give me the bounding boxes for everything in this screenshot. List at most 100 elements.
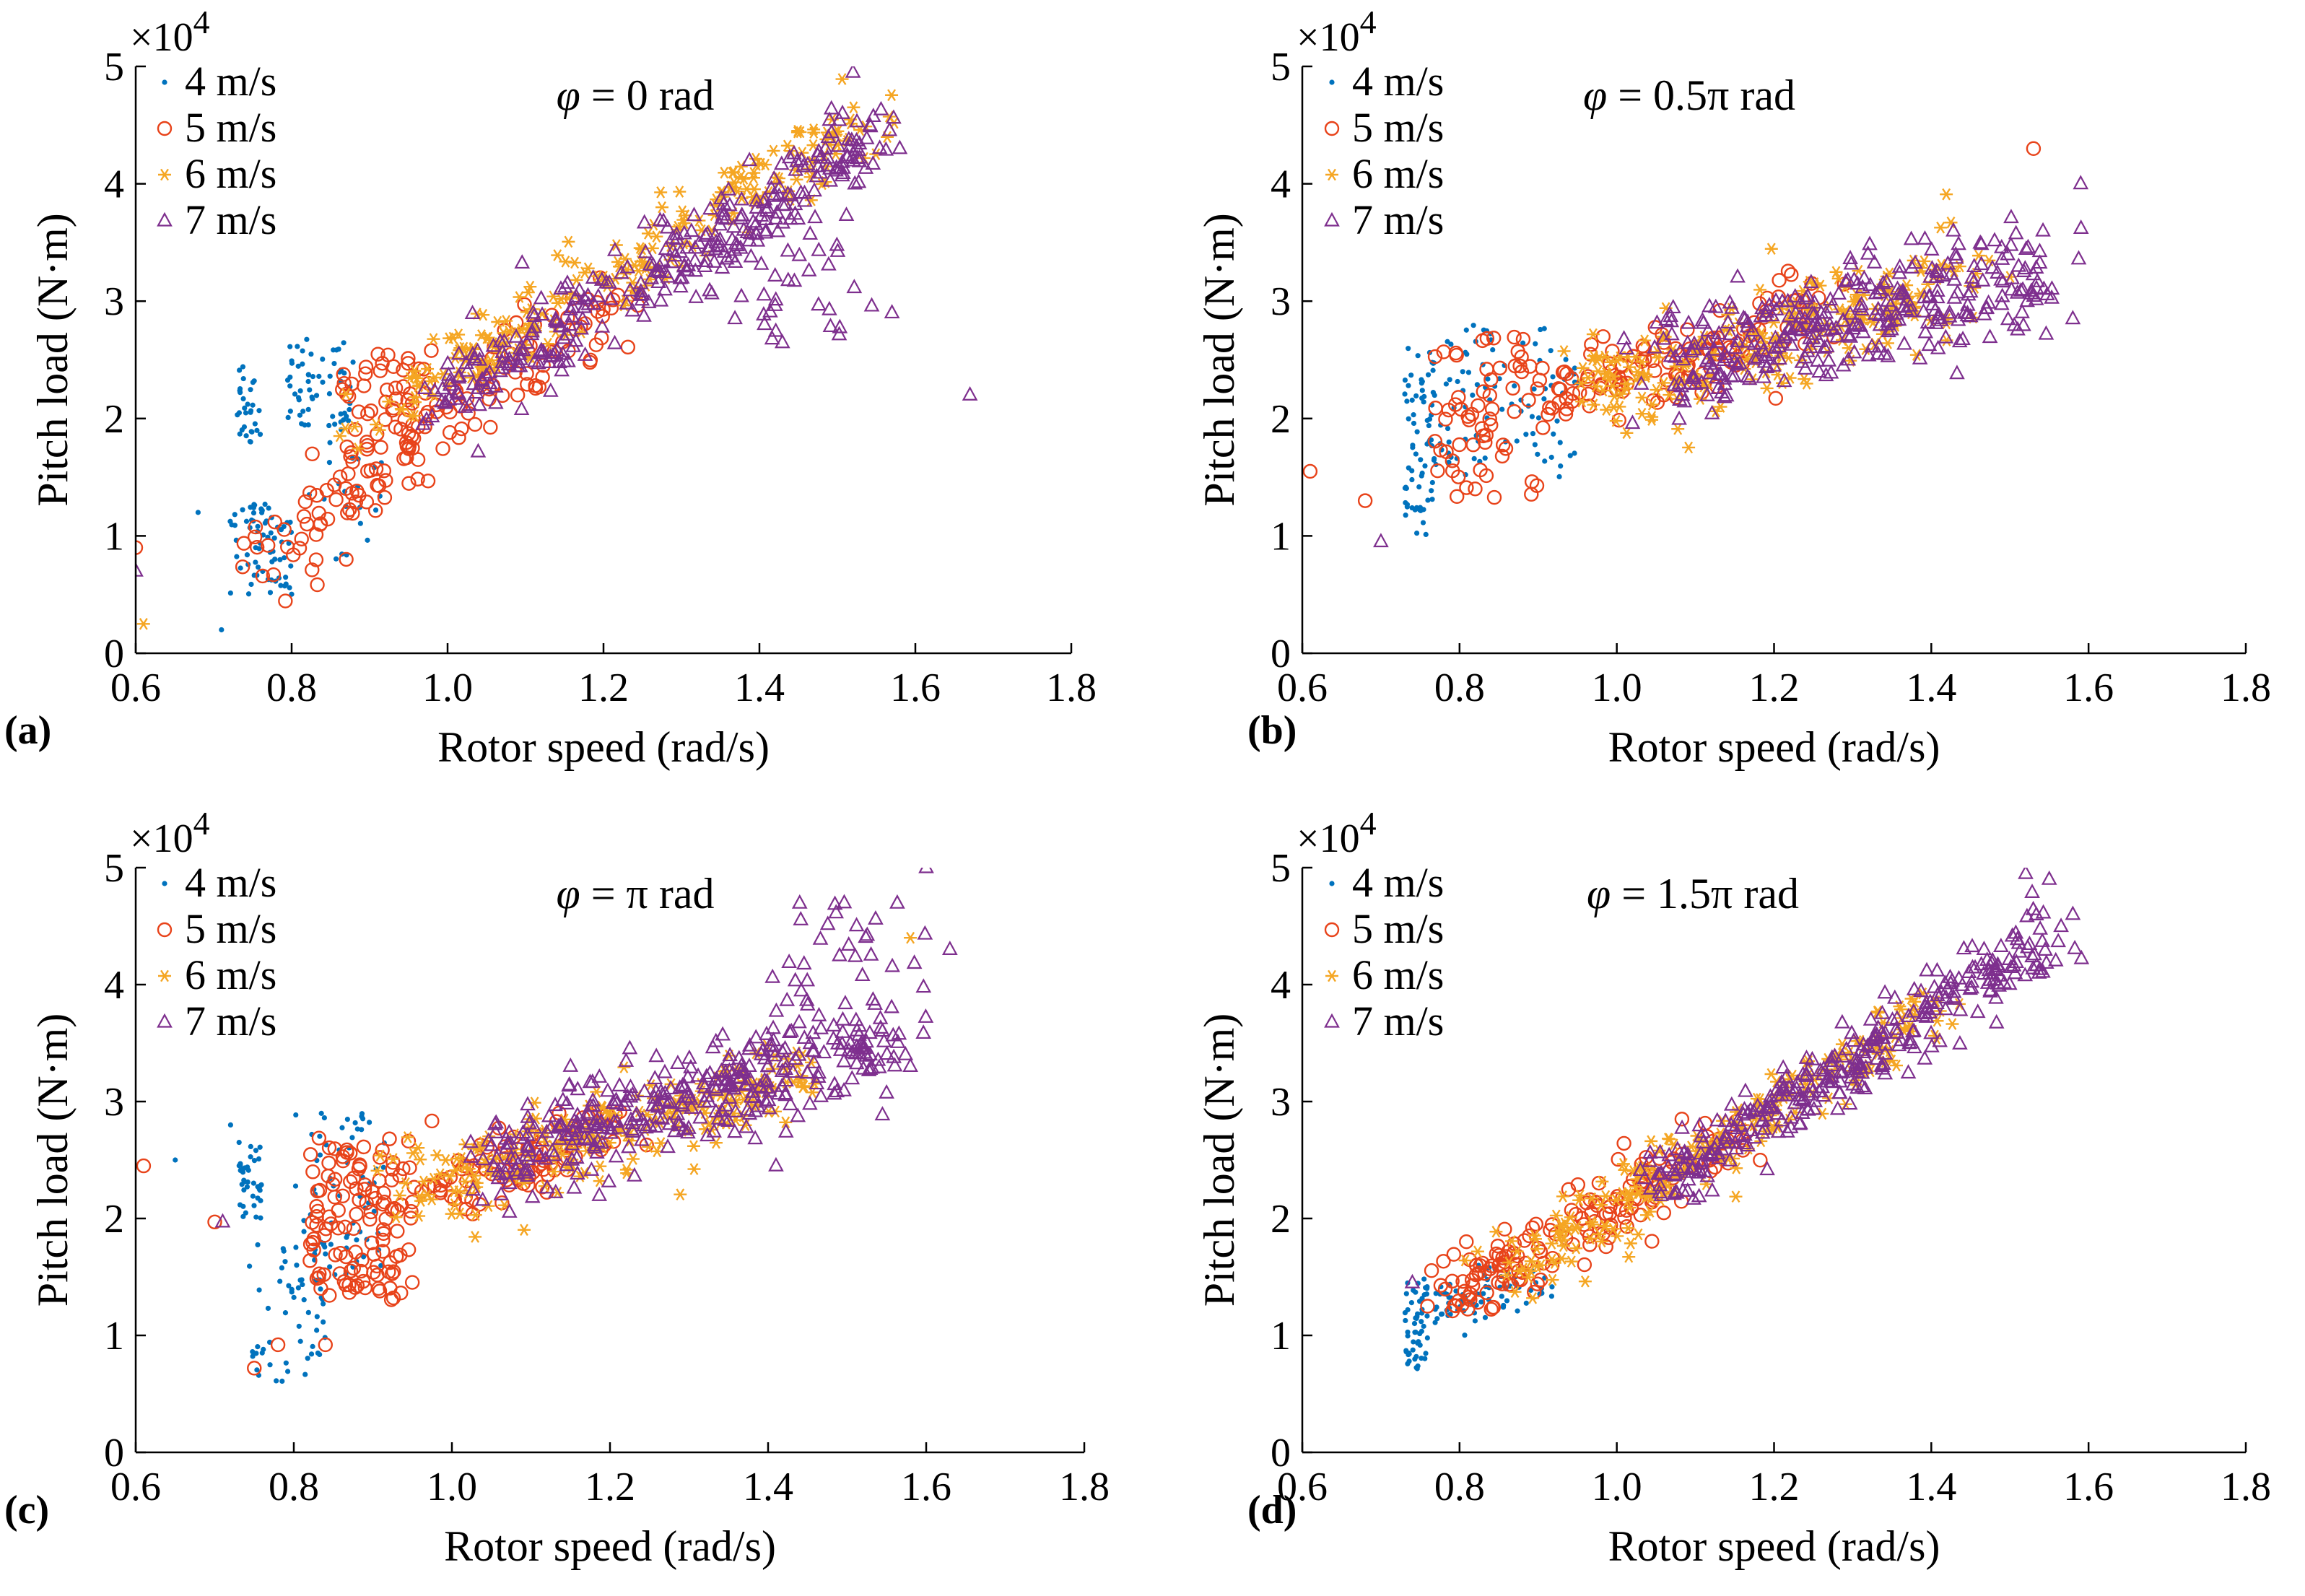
data-point bbox=[756, 305, 772, 320]
data-point bbox=[321, 1169, 336, 1184]
data-point bbox=[388, 419, 403, 435]
data-point bbox=[1784, 267, 1799, 282]
data-point bbox=[727, 310, 743, 325]
data-point bbox=[1595, 1235, 1608, 1248]
data-point bbox=[1421, 399, 1426, 405]
data-point bbox=[2031, 964, 2047, 979]
data-point bbox=[1541, 396, 1547, 402]
data-point bbox=[291, 1294, 297, 1300]
data-point bbox=[1727, 1120, 1743, 1135]
data-point bbox=[1557, 345, 1571, 357]
data-point bbox=[321, 1301, 326, 1307]
data-point bbox=[2053, 917, 2069, 933]
y-exponent-power: 4 bbox=[1360, 805, 1377, 842]
data-point bbox=[1650, 383, 1663, 396]
data-point bbox=[272, 557, 278, 562]
data-point bbox=[892, 139, 908, 154]
data-point bbox=[1642, 1144, 1658, 1159]
data-point bbox=[308, 552, 324, 567]
data-point bbox=[1429, 488, 1434, 494]
data-point bbox=[791, 246, 808, 261]
data-point bbox=[252, 421, 258, 427]
phi-symbol: φ bbox=[1587, 870, 1611, 917]
data-point bbox=[307, 387, 313, 393]
data-point bbox=[372, 363, 388, 378]
phi-value: = π rad bbox=[580, 870, 715, 917]
data-point bbox=[294, 531, 309, 546]
data-point bbox=[1779, 1122, 1795, 1138]
data-point bbox=[702, 1065, 718, 1080]
data-point bbox=[375, 1143, 390, 1158]
data-point bbox=[350, 359, 356, 365]
data-point bbox=[1945, 222, 1961, 237]
data-point bbox=[670, 1055, 686, 1069]
data-point bbox=[393, 1189, 406, 1202]
data-point bbox=[2034, 933, 2050, 947]
data-point bbox=[482, 364, 498, 379]
x-tick-label: 1.2 bbox=[585, 1465, 635, 1509]
data-point bbox=[581, 262, 595, 274]
data-point bbox=[737, 1076, 754, 1091]
legend-label: 6 m/s bbox=[185, 951, 276, 998]
data-point bbox=[1730, 268, 1746, 283]
x-tick-label: 0.8 bbox=[1434, 666, 1485, 710]
data-point bbox=[811, 241, 827, 256]
data-point bbox=[238, 565, 243, 571]
data-point bbox=[1663, 1133, 1676, 1146]
data-point bbox=[1787, 305, 1804, 319]
data-point bbox=[370, 1164, 384, 1177]
data-point bbox=[526, 352, 543, 367]
data-point bbox=[1720, 314, 1736, 329]
legend-label: 4 m/s bbox=[185, 58, 276, 105]
data-point bbox=[410, 452, 426, 467]
data-point bbox=[1623, 361, 1637, 374]
data-point bbox=[338, 1249, 354, 1265]
data-point bbox=[424, 408, 440, 423]
data-point bbox=[1422, 463, 1428, 469]
data-point bbox=[718, 1063, 733, 1078]
data-point bbox=[360, 1116, 366, 1122]
data-point bbox=[1411, 420, 1417, 427]
data-point bbox=[1409, 468, 1415, 474]
data-point bbox=[296, 1323, 302, 1329]
data-point bbox=[626, 1153, 640, 1165]
data-point bbox=[1599, 1220, 1613, 1233]
data-point bbox=[863, 297, 880, 312]
data-point bbox=[245, 401, 250, 407]
data-point bbox=[1471, 455, 1477, 461]
data-point bbox=[1520, 340, 1526, 346]
data-point bbox=[346, 1221, 362, 1237]
data-point bbox=[1564, 1211, 1577, 1224]
data-point bbox=[2014, 303, 2030, 318]
data-point bbox=[657, 281, 673, 296]
y-tick-label: 0 bbox=[104, 1431, 124, 1475]
data-point bbox=[339, 551, 354, 567]
data-point bbox=[485, 337, 502, 352]
data-point bbox=[1972, 234, 1989, 249]
data-point bbox=[779, 991, 796, 1006]
data-point bbox=[889, 894, 905, 909]
data-point bbox=[1554, 418, 1560, 424]
data-point bbox=[772, 179, 788, 194]
data-point bbox=[1895, 284, 1911, 300]
data-point bbox=[2044, 289, 2060, 304]
data-point bbox=[1740, 1104, 1756, 1119]
data-point bbox=[2037, 941, 2053, 956]
data-point bbox=[799, 972, 816, 987]
data-point bbox=[1740, 1137, 1756, 1152]
data-point bbox=[347, 422, 363, 437]
data-point bbox=[514, 254, 531, 269]
y-tick-label: 3 bbox=[1271, 1080, 1291, 1125]
data-point bbox=[1515, 1308, 1520, 1314]
data-point bbox=[1912, 349, 1928, 365]
data-point bbox=[599, 1082, 616, 1097]
data-point bbox=[235, 559, 250, 575]
data-point bbox=[502, 1174, 518, 1190]
data-point bbox=[501, 350, 518, 365]
data-point bbox=[254, 1367, 260, 1373]
data-point bbox=[1403, 1291, 1409, 1296]
data-point bbox=[904, 931, 918, 944]
data-point bbox=[1611, 1230, 1624, 1242]
data-point bbox=[271, 535, 277, 541]
data-point bbox=[358, 359, 374, 375]
